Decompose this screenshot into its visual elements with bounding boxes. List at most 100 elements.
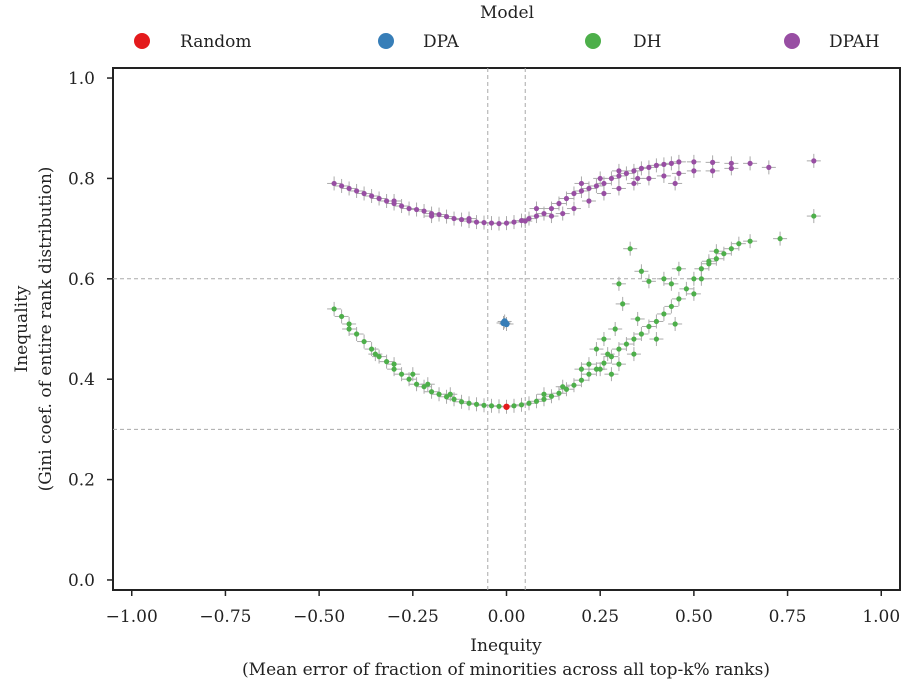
point-dh bbox=[616, 281, 622, 287]
point-dpah bbox=[646, 164, 652, 170]
point-dh bbox=[676, 296, 682, 302]
point-dpah bbox=[522, 218, 528, 224]
legend-title: Model bbox=[480, 3, 534, 23]
point-dpah bbox=[346, 185, 352, 192]
point-dpah bbox=[653, 162, 660, 168]
point-dpah bbox=[556, 200, 562, 207]
y-tick-label: 0.8 bbox=[68, 169, 95, 189]
point-dpah bbox=[747, 160, 753, 166]
point-dpah bbox=[428, 213, 435, 219]
point-dh bbox=[391, 361, 397, 367]
point-dh bbox=[638, 331, 645, 337]
x-tick-label: −1.00 bbox=[106, 607, 158, 627]
legend-label-dpah: DPAH bbox=[829, 32, 880, 52]
point-dpah bbox=[339, 183, 345, 189]
point-dpah bbox=[406, 205, 412, 212]
point-dh bbox=[597, 366, 603, 372]
x-tick-label: 0.50 bbox=[675, 607, 713, 627]
point-dh bbox=[593, 366, 600, 372]
x-tick-label: −0.75 bbox=[199, 607, 251, 627]
point-dh bbox=[736, 241, 742, 247]
point-dh bbox=[811, 213, 817, 219]
x-tick-label: 0.00 bbox=[488, 607, 526, 627]
y-tick-label: 1.0 bbox=[68, 69, 95, 89]
point-dpah bbox=[436, 211, 442, 218]
point-dh bbox=[653, 318, 660, 325]
point-dpah bbox=[458, 216, 465, 223]
legend-marker-dpa bbox=[378, 33, 394, 49]
point-dpah bbox=[368, 193, 375, 199]
point-dh bbox=[777, 236, 783, 242]
point-dpah bbox=[616, 168, 622, 174]
point-dpah bbox=[511, 219, 517, 225]
point-dh bbox=[713, 248, 719, 254]
point-dpah bbox=[473, 219, 480, 225]
point-dh bbox=[372, 351, 378, 357]
point-dpah bbox=[710, 168, 716, 174]
data-points bbox=[331, 158, 817, 410]
point-dh bbox=[668, 303, 674, 310]
point-dh bbox=[391, 366, 397, 372]
point-dh bbox=[698, 276, 704, 282]
point-dpah bbox=[578, 188, 585, 194]
point-dh bbox=[627, 246, 633, 252]
legend-marker-dpah bbox=[784, 33, 800, 49]
point-dpah bbox=[676, 170, 682, 177]
point-dpah bbox=[578, 180, 585, 187]
point-dh bbox=[518, 402, 525, 408]
point-dpah bbox=[608, 175, 615, 182]
x-axis-subtitle: (Mean error of fraction of minorities ac… bbox=[242, 660, 770, 680]
point-dh bbox=[646, 278, 652, 284]
y-axis-title: Inequality bbox=[12, 285, 32, 372]
point-dpah bbox=[601, 190, 607, 197]
point-dh bbox=[533, 398, 540, 404]
point-dpah bbox=[466, 215, 472, 222]
point-dh bbox=[616, 346, 622, 352]
point-dh bbox=[721, 251, 727, 257]
point-dpah bbox=[353, 188, 360, 194]
point-dpah bbox=[691, 168, 697, 174]
point-dpah bbox=[638, 165, 645, 171]
legend-marker-dh bbox=[585, 33, 601, 49]
point-dh bbox=[413, 381, 420, 387]
point-dpah bbox=[541, 210, 547, 217]
point-dh bbox=[635, 316, 641, 322]
point-dh bbox=[672, 321, 678, 327]
point-dpah bbox=[661, 173, 667, 179]
point-dh bbox=[646, 323, 652, 330]
point-dpah bbox=[668, 160, 674, 166]
point-dh bbox=[346, 326, 352, 332]
point-dpah bbox=[601, 180, 607, 187]
point-dpah bbox=[421, 208, 427, 214]
point-dpah bbox=[331, 180, 337, 187]
point-dpah bbox=[728, 165, 734, 171]
point-dh bbox=[616, 361, 622, 367]
point-dh bbox=[428, 389, 435, 395]
point-dh bbox=[556, 390, 562, 396]
point-dh bbox=[425, 381, 431, 387]
point-dh bbox=[541, 391, 547, 397]
point-dpah bbox=[631, 168, 637, 174]
point-dpah bbox=[361, 190, 367, 197]
point-dh bbox=[601, 336, 607, 342]
legend-label-dpa: DPA bbox=[423, 32, 460, 52]
point-dh bbox=[447, 391, 453, 397]
point-dpah bbox=[391, 198, 397, 204]
y-axis-subtitle: (Gini coef. of entire rank distribution) bbox=[36, 167, 56, 492]
point-dpah bbox=[571, 205, 577, 212]
point-dpah bbox=[766, 164, 772, 170]
point-dh bbox=[368, 346, 375, 352]
point-dh bbox=[398, 371, 405, 377]
point-dh bbox=[706, 261, 712, 267]
point-dh bbox=[571, 382, 577, 388]
point-dh bbox=[631, 336, 637, 342]
point-dpah bbox=[597, 175, 603, 182]
point-dh bbox=[586, 361, 592, 367]
point-dh bbox=[620, 301, 626, 307]
point-dh bbox=[691, 276, 697, 282]
point-dh bbox=[728, 246, 734, 252]
point-dh bbox=[353, 331, 360, 337]
point-dh bbox=[541, 396, 547, 402]
point-dh bbox=[451, 396, 457, 402]
